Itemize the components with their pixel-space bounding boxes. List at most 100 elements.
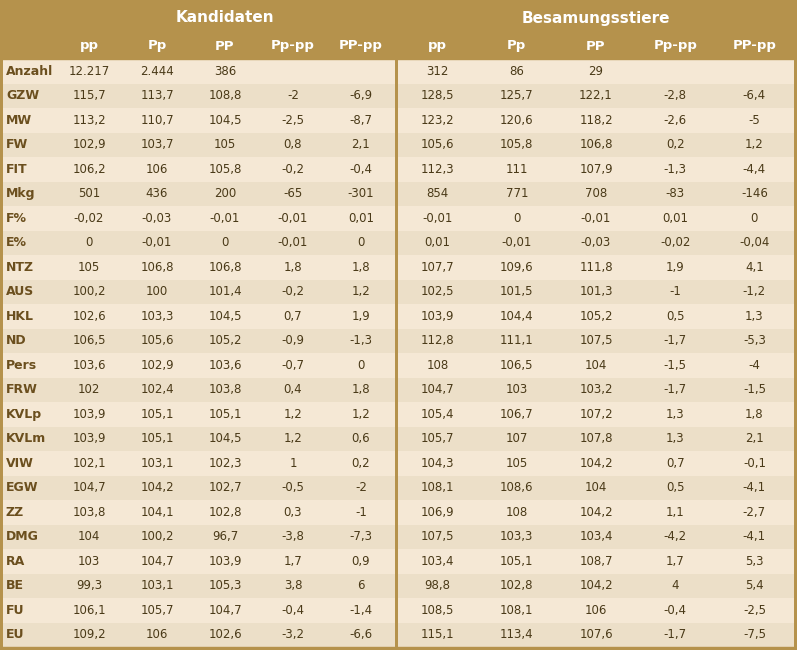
Text: -1,3: -1,3 (350, 334, 372, 347)
Text: 112,3: 112,3 (421, 162, 454, 176)
Text: -0,01: -0,01 (278, 236, 308, 249)
Text: 105,7: 105,7 (421, 432, 454, 445)
Text: 105,1: 105,1 (208, 408, 241, 421)
Text: NTZ: NTZ (6, 261, 34, 274)
Text: 107,7: 107,7 (421, 261, 454, 274)
Text: 104,5: 104,5 (208, 432, 241, 445)
Text: 1,7: 1,7 (665, 554, 685, 567)
Text: 0,01: 0,01 (662, 212, 688, 225)
Text: 113,4: 113,4 (500, 629, 534, 642)
Text: -0,04: -0,04 (739, 236, 770, 249)
Text: 103,3: 103,3 (500, 530, 533, 543)
Text: -4,4: -4,4 (743, 162, 766, 176)
Text: -0,03: -0,03 (581, 236, 611, 249)
Text: 109,2: 109,2 (73, 629, 106, 642)
Text: -4,2: -4,2 (664, 530, 687, 543)
Text: 103: 103 (78, 554, 100, 567)
Text: -0,01: -0,01 (142, 236, 172, 249)
Text: 102,6: 102,6 (208, 629, 241, 642)
Text: 102,8: 102,8 (500, 579, 533, 592)
Bar (3, 157, 794, 181)
Text: 104,2: 104,2 (579, 506, 613, 519)
Text: -0,03: -0,03 (142, 212, 172, 225)
Text: -2,7: -2,7 (743, 506, 766, 519)
Text: Kandidaten: Kandidaten (175, 10, 274, 25)
Text: Pp-pp: Pp-pp (654, 40, 697, 53)
Text: -1,5: -1,5 (664, 359, 687, 372)
Text: 0,2: 0,2 (351, 457, 371, 470)
Bar (3, 83, 794, 108)
Text: Pp: Pp (507, 40, 527, 53)
Text: 0: 0 (357, 236, 365, 249)
Text: -1,2: -1,2 (743, 285, 766, 298)
Text: 0: 0 (357, 359, 365, 372)
Text: 111,8: 111,8 (579, 261, 613, 274)
Text: 501: 501 (78, 187, 100, 200)
Text: PP: PP (587, 40, 606, 53)
Text: -0,2: -0,2 (281, 285, 304, 298)
Text: 86: 86 (509, 65, 524, 78)
Text: 103,3: 103,3 (140, 310, 174, 323)
Text: 112,8: 112,8 (421, 334, 454, 347)
Text: -5: -5 (748, 114, 760, 127)
Text: Pp-pp: Pp-pp (271, 40, 315, 53)
Text: 0,4: 0,4 (284, 384, 302, 396)
Text: 104,2: 104,2 (579, 579, 613, 592)
Text: 0,9: 0,9 (351, 554, 371, 567)
Text: 1,2: 1,2 (284, 432, 302, 445)
Text: 103,4: 103,4 (421, 554, 454, 567)
Text: AUS: AUS (6, 285, 34, 298)
Text: Pers: Pers (6, 359, 37, 372)
Text: 106,2: 106,2 (73, 162, 106, 176)
Text: 104: 104 (585, 481, 607, 494)
Text: F%: F% (6, 212, 27, 225)
Text: 103,9: 103,9 (73, 408, 106, 421)
Text: 104,4: 104,4 (500, 310, 534, 323)
Text: 1,2: 1,2 (284, 408, 302, 421)
Text: 105,1: 105,1 (500, 554, 533, 567)
Bar (3, 525, 794, 549)
Text: 108: 108 (505, 506, 528, 519)
Text: 0,01: 0,01 (425, 236, 450, 249)
Text: 5,3: 5,3 (745, 554, 764, 567)
Text: 2.444: 2.444 (140, 65, 174, 78)
Text: 106,9: 106,9 (421, 506, 454, 519)
Text: 108,1: 108,1 (500, 604, 533, 617)
Bar (3, 108, 794, 133)
Text: 105,7: 105,7 (140, 604, 174, 617)
Text: 103,9: 103,9 (421, 310, 454, 323)
Text: 103,9: 103,9 (73, 432, 106, 445)
Bar (3, 426, 794, 451)
Text: FRW: FRW (6, 384, 38, 396)
Text: 128,5: 128,5 (421, 89, 454, 102)
Text: -0,01: -0,01 (581, 212, 611, 225)
Text: 105,4: 105,4 (421, 408, 454, 421)
Text: 29: 29 (588, 65, 603, 78)
Text: 104,7: 104,7 (73, 481, 106, 494)
Text: 0,7: 0,7 (284, 310, 302, 323)
Bar (3, 623, 794, 647)
Text: 105,8: 105,8 (500, 138, 533, 151)
Text: 102,6: 102,6 (73, 310, 106, 323)
Bar (3, 231, 794, 255)
Text: 100,2: 100,2 (73, 285, 106, 298)
Bar (3, 451, 794, 476)
Text: 0: 0 (85, 236, 92, 249)
Text: BE: BE (6, 579, 24, 592)
Text: Pp: Pp (147, 40, 167, 53)
Text: 312: 312 (426, 65, 449, 78)
Text: 0,7: 0,7 (665, 457, 685, 470)
Text: -0,01: -0,01 (278, 212, 308, 225)
Text: 0,3: 0,3 (284, 506, 302, 519)
Text: 102,9: 102,9 (73, 138, 106, 151)
Bar (3, 181, 794, 206)
Text: 107,8: 107,8 (579, 432, 613, 445)
Bar (3, 59, 794, 83)
Text: 107,5: 107,5 (579, 334, 613, 347)
Text: VIW: VIW (6, 457, 34, 470)
Text: 12.217: 12.217 (69, 65, 110, 78)
Text: -0,9: -0,9 (281, 334, 304, 347)
Text: 854: 854 (426, 187, 449, 200)
Text: 106,8: 106,8 (208, 261, 241, 274)
Bar (3, 255, 794, 280)
